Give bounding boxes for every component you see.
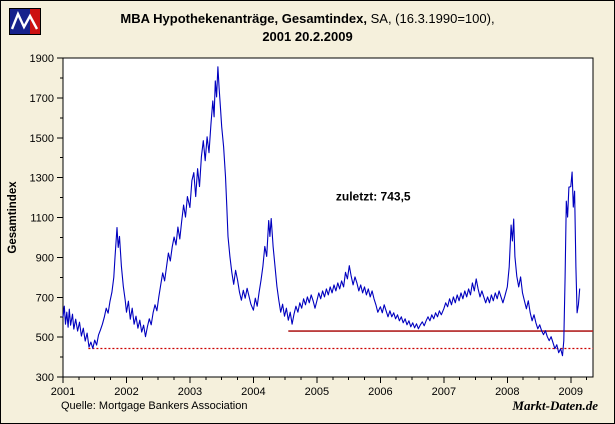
y-tick-label: 1300 [30,173,54,185]
x-tick-label: 2003 [178,386,202,398]
chart-title: MBA Hypothekenanträge, Gesamtindex, SA, … [1,10,614,46]
x-tick-label: 2008 [495,386,519,398]
y-tick-label: 500 [36,332,54,344]
x-tick-label: 2001 [51,386,75,398]
chart-title-line1: MBA Hypothekenanträge, Gesamtindex, SA, … [1,10,614,28]
x-tick-label: 2007 [432,386,456,398]
y-tick-label: 1100 [30,213,54,225]
chart-title-daterange: 2001 20.2.2009 [262,29,353,45]
x-tick-label: 2009 [559,386,583,398]
y-tick-label: 700 [36,292,54,304]
x-tick-label: 2004 [241,386,265,398]
x-tick-label: 2002 [114,386,138,398]
y-axis-title: Gesamtindex [7,181,19,254]
chart-title-main: MBA Hypothekenanträge, Gesamtindex, [120,11,367,26]
y-tick-label: 1700 [30,93,54,105]
brand-watermark: Markt-Daten.de [512,398,598,413]
y-tick-label: 900 [36,252,54,264]
annotation-last-value: zuletzt: 743,5 [336,190,411,204]
x-tick-label: 2006 [368,386,392,398]
y-tick-label: 1900 [30,53,54,65]
chart-title-sub: SA, (16.3.1990=100), [367,11,495,26]
series-line [62,66,581,357]
y-tick-label: 300 [36,372,54,384]
x-tick-label: 2005 [305,386,329,398]
source-note: Quelle: Mortgage Bankers Association [61,400,248,412]
y-tick-label: 1500 [30,133,54,145]
brand-logo-icon [9,8,41,35]
